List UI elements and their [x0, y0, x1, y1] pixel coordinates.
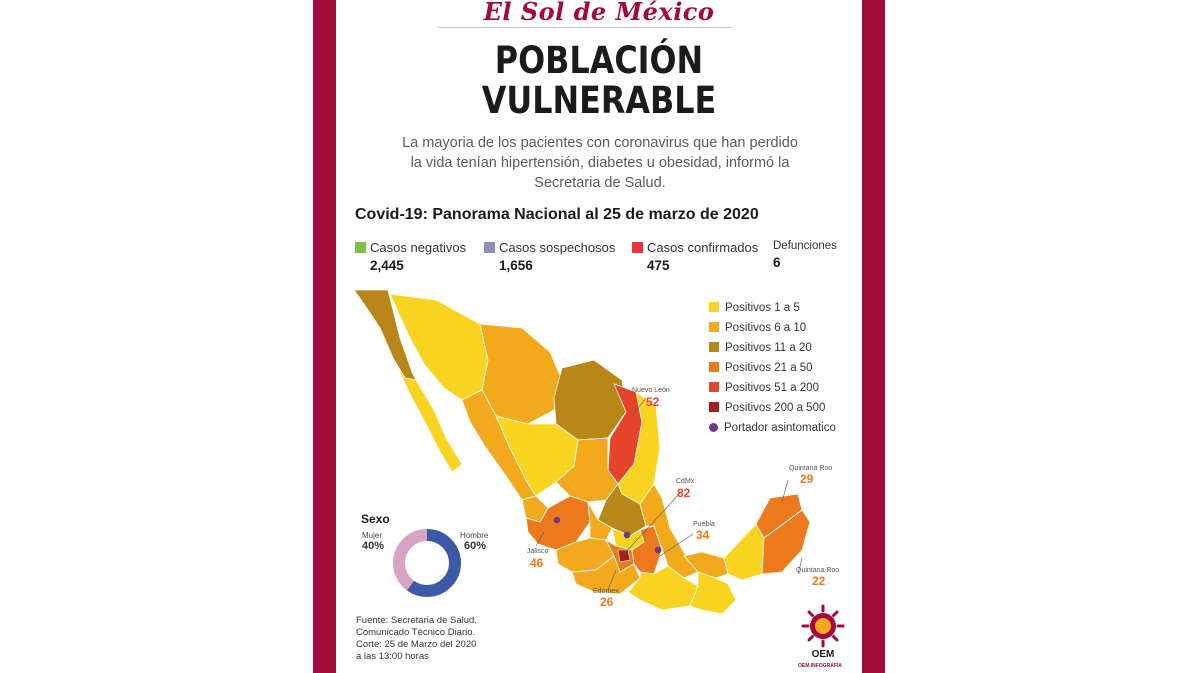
legend-item: Positivos 21 a 50 — [709, 362, 836, 382]
legend-item: Positivos 1 a 5 — [709, 302, 836, 322]
legend-label: Positivos 6 a 10 — [725, 322, 807, 334]
sex-donut-chart — [393, 529, 461, 597]
right-border-band — [862, 0, 885, 673]
sex-title: Sexo — [361, 512, 390, 526]
callout-value-quintana-roo-2: 22 — [812, 574, 826, 588]
legend-label: Positivos 21 a 50 — [725, 362, 813, 374]
negativos-swatch — [355, 242, 366, 253]
page-title: POBLACIÓN VULNERABLE — [373, 41, 825, 121]
sospechosos-value: 1,656 — [499, 258, 533, 273]
sospechosos-swatch — [484, 242, 495, 253]
callout-label-puebla: Puebla — [693, 521, 715, 528]
defunciones-label: Defunciones — [773, 240, 837, 252]
title-line-2: VULNERABLE — [481, 79, 717, 122]
sex-label-mujer: Mujer — [362, 531, 383, 540]
legend-swatch — [709, 362, 719, 372]
stat-sospechosos: Casos sospechosos 1,656 — [484, 240, 615, 273]
sex-label-hombre: Hombre — [460, 531, 489, 540]
legend-label: Positivos 51 a 200 — [725, 382, 819, 394]
map-region-baja-california-sur — [393, 359, 463, 473]
title-line-1: POBLACIÓN — [494, 39, 704, 82]
callout-value-puebla: 34 — [696, 528, 710, 542]
callout-label-jalisco: Jalisco — [527, 548, 549, 555]
legend-swatch — [709, 302, 719, 312]
legend-item: Positivos 200 a 500 — [709, 402, 836, 422]
callout-label-cdmx: CdMx — [676, 478, 695, 485]
map-region-chiapas — [689, 571, 737, 615]
negativos-label: Casos negativos — [370, 240, 467, 255]
map-region-chihuahua — [479, 323, 563, 425]
negativos-value: 2,445 — [370, 258, 404, 273]
sex-pct-mujer: 40% — [362, 540, 385, 552]
oem-logo-icon: OEM — [801, 604, 845, 660]
subtitle: La mayoria de los pacientes con coronavi… — [380, 133, 820, 193]
legend-swatch — [709, 402, 719, 412]
left-border-band — [313, 0, 336, 673]
map-region-guerrero — [571, 555, 641, 595]
oem-logo-text: OEM — [812, 649, 835, 660]
source-line-4: a las 13:00 horas — [356, 651, 429, 662]
legend-swatch — [709, 382, 719, 392]
legend-label: Portador asintomatico — [724, 422, 836, 434]
legend-label: Positivos 200 a 500 — [725, 402, 826, 414]
subtitle-line-3: Secretaria de Salud. — [534, 175, 666, 191]
subtitle-line-2: la vida tenían hipertensión, diabetes u … — [410, 155, 790, 171]
stat-confirmados: Casos confirmados 475 — [632, 240, 758, 273]
callout-value-quintana-roo-1: 29 — [800, 472, 814, 486]
map-region-coahuila — [553, 359, 627, 441]
chart-title: Covid-19: Panorama Nacional al 25 de mar… — [355, 206, 759, 223]
asymptomatic-dot-edomex — [623, 531, 631, 539]
legend-swatch — [709, 342, 719, 352]
source-line-2: Comunicado Técnico Diario. — [356, 627, 476, 638]
source-line-3: Corte: 25 de Marzo del 2020 — [356, 639, 477, 650]
legend-item: Positivos 51 a 200 — [709, 382, 836, 402]
callout-label-nuevo-leon: Nuevo León — [632, 387, 670, 394]
legend-swatch — [709, 322, 719, 332]
sex-pct-hombre: 60% — [464, 540, 487, 552]
asymptomatic-dot-puebla — [654, 546, 662, 554]
defunciones-value: 6 — [773, 255, 781, 270]
callout-label-quintana-roo-1: Quintana Roo — [789, 465, 833, 472]
callout-label-edomex: Edomex — [593, 588, 619, 595]
map-region-quintana-roo — [761, 509, 811, 575]
masthead-rule — [438, 27, 732, 28]
confirmados-value: 475 — [647, 258, 670, 273]
masthead: El Sol de México — [483, 0, 715, 26]
map-region-cdmx — [617, 549, 631, 563]
callout-value-edomex: 26 — [600, 595, 614, 609]
legend-dot — [709, 423, 718, 432]
map-region-campeche — [723, 523, 765, 581]
legend-item: Positivos 11 a 20 — [709, 342, 836, 362]
donut-slice-mujer — [393, 529, 461, 597]
source-note: Fuente: Secretaria de Salud. Comunicado … — [356, 615, 506, 663]
source-line-1: Fuente: Secretaria de Salud. — [356, 615, 477, 626]
confirmados-swatch — [632, 242, 643, 253]
oem-logo-subtext: OEM INFOGRAFÍA — [798, 663, 842, 669]
confirmados-label: Casos confirmados — [647, 240, 759, 255]
asymptomatic-dot-jalisco — [553, 516, 561, 524]
legend-label: Positivos 11 a 20 — [725, 342, 812, 354]
stat-defunciones: Defunciones 6 — [773, 240, 837, 270]
subtitle-line-1: La mayoria de los pacientes con coronavi… — [402, 135, 798, 151]
legend-item: Portador asintomatico — [709, 422, 836, 442]
legend-item: Positivos 6 a 10 — [709, 322, 836, 342]
callout-value-cdmx: 82 — [677, 486, 691, 500]
callout-label-quintana-roo-2: Quintana Roo — [796, 567, 840, 574]
map-region-sonora — [389, 293, 489, 401]
leader-lines — [535, 397, 803, 591]
map-legend: Positivos 1 a 5 Positivos 6 a 10 Positiv… — [709, 302, 836, 442]
callout-value-jalisco: 46 — [530, 556, 544, 570]
legend-label: Positivos 1 a 5 — [725, 302, 800, 314]
sospechosos-label: Casos sospechosos — [499, 240, 616, 255]
stat-negativos: Casos negativos 2,445 — [355, 240, 466, 273]
mexico-map — [353, 289, 811, 615]
callout-value-nuevo-leon: 52 — [646, 395, 660, 409]
